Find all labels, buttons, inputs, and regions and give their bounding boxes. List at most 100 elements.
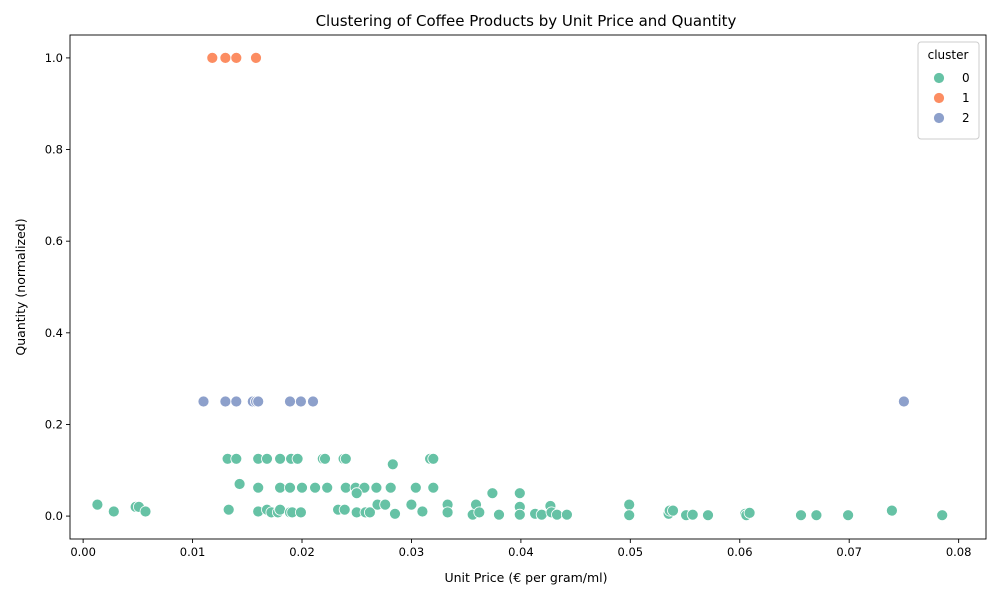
legend-marker	[933, 72, 945, 84]
data-point	[294, 506, 307, 519]
x-tick-label: 0.05	[618, 545, 644, 559]
data-point	[513, 487, 526, 500]
data-point	[219, 52, 232, 64]
data-point	[810, 509, 823, 522]
data-point	[339, 452, 352, 465]
data-point	[561, 508, 573, 521]
data-point	[319, 452, 331, 465]
data-point	[339, 481, 352, 494]
data-point	[338, 503, 351, 516]
data-point	[486, 487, 499, 500]
x-tick-label: 0.07	[836, 545, 862, 559]
data-point	[386, 458, 399, 471]
data-point	[139, 505, 152, 518]
data-point	[473, 506, 486, 519]
data-point	[623, 498, 636, 511]
series-1	[206, 52, 262, 64]
x-tick-label: 0.00	[70, 545, 96, 559]
data-point	[493, 508, 505, 521]
data-point	[107, 505, 120, 518]
data-point	[535, 508, 548, 521]
data-point	[702, 509, 714, 522]
data-point	[363, 506, 376, 519]
plot-frame	[69, 34, 987, 540]
legend-label: 2	[962, 111, 970, 125]
data-point	[350, 487, 363, 500]
data-point	[230, 452, 243, 465]
legend-box	[917, 41, 980, 140]
data-point	[219, 395, 232, 408]
data-point	[274, 452, 287, 465]
data-point	[898, 395, 910, 408]
data-point	[252, 395, 265, 408]
data-point	[321, 481, 334, 494]
data-point	[230, 395, 243, 408]
y-tick-label: 0.2	[45, 417, 63, 431]
chart-title: Clustering of Coffee Products by Unit Pr…	[316, 12, 737, 30]
data-point	[384, 481, 397, 494]
data-point	[250, 52, 262, 64]
data-point	[409, 481, 422, 494]
data-point	[936, 509, 949, 522]
data-point	[294, 395, 307, 408]
y-tick-label: 0.4	[45, 326, 63, 340]
x-tick-label: 0.08	[946, 545, 972, 559]
data-point	[427, 452, 440, 465]
x-tick-label: 0.02	[289, 545, 315, 559]
data-point	[842, 509, 854, 522]
data-point	[252, 481, 265, 494]
x-tick-label: 0.01	[180, 545, 206, 559]
x-tick-label: 0.06	[727, 545, 753, 559]
data-point	[309, 481, 322, 494]
legend-label: 1	[962, 91, 970, 105]
data-point	[206, 52, 219, 64]
series-0	[91, 452, 949, 522]
data-point	[623, 509, 636, 522]
x-tick-label: 0.03	[399, 545, 425, 559]
data-point	[284, 481, 296, 494]
data-point	[291, 452, 304, 465]
data-point	[274, 503, 287, 516]
y-axis: 0.0 0.2 0.4 0.6 0.8 1.0	[45, 51, 70, 523]
data-point	[551, 508, 563, 521]
legend-marker	[933, 92, 945, 104]
data-point	[261, 452, 273, 465]
data-point	[427, 481, 440, 494]
data-point	[284, 395, 296, 408]
y-tick-label: 0.8	[45, 143, 63, 157]
data-point	[513, 508, 526, 521]
data-point	[197, 395, 210, 408]
y-axis-label: Quantity (normalized)	[13, 218, 28, 355]
legend-title: cluster	[928, 48, 969, 62]
data-point	[405, 498, 418, 511]
plot-points	[91, 52, 949, 522]
data-point	[667, 504, 679, 517]
data-point	[307, 395, 319, 408]
data-point	[886, 504, 898, 517]
x-axis: 0.00 0.01 0.02 0.03 0.04 0.05 0.06 0.07 0.08	[70, 539, 971, 559]
data-point	[296, 481, 308, 494]
y-tick-label: 1.0	[45, 51, 63, 65]
data-point	[389, 507, 401, 520]
legend-entries: 0 1 2	[933, 71, 970, 125]
series-2	[197, 395, 910, 408]
data-point	[370, 481, 383, 494]
data-point	[743, 507, 756, 519]
y-tick-label: 0.0	[45, 509, 63, 523]
data-point	[441, 506, 454, 519]
data-point	[230, 52, 243, 64]
data-point	[91, 498, 104, 511]
data-point	[274, 481, 287, 494]
data-point	[379, 498, 392, 511]
data-point	[416, 505, 429, 518]
data-point	[233, 478, 246, 490]
data-point	[686, 508, 699, 521]
legend: cluster 0 1 2	[917, 41, 980, 140]
legend-label: 0	[962, 71, 970, 85]
x-tick-label: 0.04	[508, 545, 534, 559]
x-axis-label: Unit Price (€ per gram/ml)	[444, 570, 607, 585]
y-tick-label: 0.6	[45, 234, 63, 248]
data-point	[795, 509, 807, 522]
data-point	[222, 503, 235, 516]
